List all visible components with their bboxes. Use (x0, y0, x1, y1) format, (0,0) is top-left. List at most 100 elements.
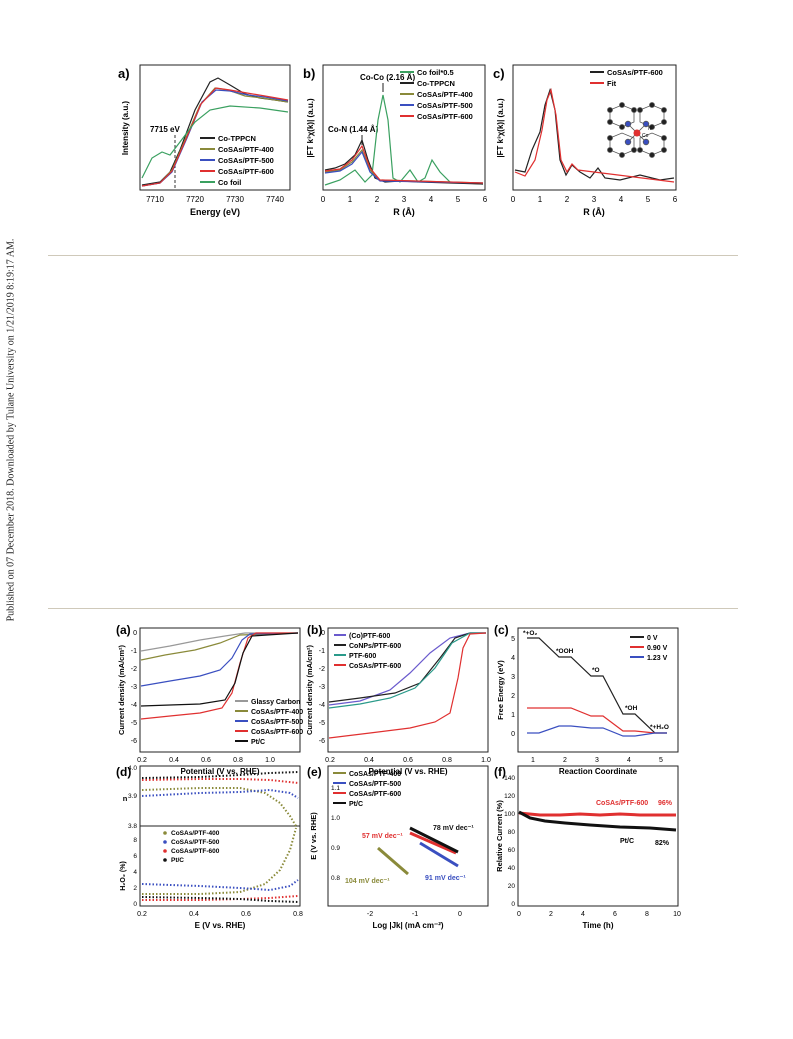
x-tick-label: 0.4 (364, 757, 374, 764)
legend: Glassy Carbon CoSAs/PTF-400 CoSAs/PTF-50… (235, 699, 303, 746)
y-tick-label: 1 (511, 712, 515, 719)
legend-entry: PTF-600 (349, 653, 376, 660)
y-ticks: -6 -5 -4 -3 -2 -1 0 (319, 630, 325, 745)
tafel-line-ptf-500 (419, 841, 459, 868)
curve-ptf-600 (328, 632, 486, 709)
y-tick-label: -6 (131, 738, 137, 745)
legend-entry: CoSAs/PTF-600 (349, 791, 401, 798)
legend-entry: CoSAs/PTF-500 (171, 839, 220, 846)
x-tick-label: 1 (348, 195, 353, 204)
state-label: *OH (625, 705, 638, 712)
legend-entry: 1.23 V (647, 655, 668, 662)
panel-letter: b) (303, 66, 315, 81)
x-tick-label: 2 (549, 911, 553, 918)
legend-entry: CoSAs/PTF-400 (417, 90, 473, 99)
x-tick-label: 1 (531, 757, 535, 764)
x-tick-label: 0.2 (137, 757, 147, 764)
fig2-panel-f: (f) 0 20 40 60 80 100 120 140 0 2 4 6 8 … (494, 765, 681, 930)
y-ticks: 0.8 0.9 1.0 1.1 (331, 785, 340, 882)
x-tick-label: 7740 (266, 195, 284, 204)
y-tick-label: 0 (133, 901, 137, 908)
curve-ptc (140, 632, 299, 707)
legend-entry: Co foil*0.5 (417, 68, 454, 77)
x-tick-label: 0.4 (189, 911, 199, 918)
x-tick-label: 0 (321, 195, 326, 204)
legend-entry: Pt/C (349, 801, 363, 808)
y-tick-label: -2 (319, 666, 325, 673)
series-label-cosas: CoSAs/PTF-600 (596, 800, 648, 807)
x-tick-label: 0.6 (201, 757, 211, 764)
x-tick-label: 4 (619, 195, 624, 204)
y-axis-label: E (V vs. RHE) (309, 812, 318, 860)
state-label: *O (592, 667, 600, 674)
tafel-line-ptf-600 (409, 831, 457, 855)
legend-entry: CoSAs/PTF-600 (218, 167, 274, 176)
x-tick-label: 1.0 (481, 757, 491, 764)
fig1-panel-a: a) 7710 7720 7730 7740 Energy (eV) Inten… (118, 64, 291, 217)
curve-fit (514, 87, 675, 183)
y-ticks-bottom: 0 2 4 6 8 (133, 837, 137, 908)
y-axis-label-bottom: H₂O₂ (%) (120, 861, 127, 891)
h2o2-curve-ptf-500 (141, 879, 299, 892)
legend-entry: CoSAs/PTF-400 (218, 145, 274, 154)
plot-frame (322, 64, 486, 191)
x-tick-label: 0.2 (137, 911, 147, 918)
x-axis-label: Energy (eV) (190, 207, 240, 217)
legend-marker (163, 849, 167, 853)
panel-letter: c) (493, 66, 505, 81)
legend-entry: CoSAs/PTF-600 (417, 112, 473, 121)
curve-ptf-600 (140, 632, 298, 720)
x-ticks: 0 1 2 3 4 5 6 (321, 195, 488, 204)
legend: CoSAs/PTF-400 CoSAs/PTF-500 CoSAs/PTF-60… (163, 830, 220, 864)
x-tick-label: -2 (367, 911, 373, 918)
legend-entry: CoSAs/PTF-600 (171, 848, 220, 855)
x-tick-label: 2 (565, 195, 570, 204)
x-ticks: 0 1 2 3 4 5 6 (511, 195, 678, 204)
y-tick-label: -5 (319, 720, 325, 727)
h2o2-curve-ptc (141, 896, 299, 903)
x-tick-label: 3 (402, 195, 407, 204)
x-tick-label: 4 (429, 195, 434, 204)
legend-entry: CoSAs/PTF-600 (607, 68, 663, 77)
x-tick-label: 0 (458, 911, 462, 918)
y-tick-label: 8 (133, 837, 137, 844)
series-label-ptc: Pt/C (620, 838, 634, 845)
y-ticks: -6 -5 -4 -3 -2 -1 0 (131, 630, 137, 745)
x-tick-label: 1 (538, 195, 543, 204)
x-tick-label: 0.8 (293, 911, 303, 918)
tafel-line-ptc (409, 826, 459, 854)
x-tick-label: 5 (456, 195, 461, 204)
x-tick-label: 0.6 (241, 911, 251, 918)
fig1-panel-c: c) 0 1 2 3 4 5 6 R (Å) |FT k³χ(k)| (a.u.… (493, 64, 678, 217)
legend: CoSAs/PTF-400 CoSAs/PTF-500 CoSAs/PTF-60… (333, 771, 401, 808)
legend-entry: Fit (607, 79, 617, 88)
fig2-panel-e: (e) 0.8 0.9 1.0 1.1 -2 -1 0 Log |Jk| (mA… (307, 765, 489, 930)
legend-entry: (Co)PTF-600 (349, 633, 390, 640)
panel-letter: (b) (307, 623, 322, 637)
y-tick-label: 0 (133, 630, 137, 637)
panel-letter: (e) (307, 765, 322, 779)
plot-frame (139, 64, 291, 191)
x-ticks: 0.2 0.4 0.6 0.8 (137, 911, 303, 918)
x-ticks: 7710 7720 7730 7740 (146, 195, 284, 204)
legend-entry: CoSAs/PTF-400 (171, 830, 220, 837)
state-label: *OOH (556, 648, 574, 655)
y-axis-label-top: n (123, 794, 128, 803)
curve-glassy-carbon (140, 632, 298, 652)
y-ticks: 0 1 2 3 4 5 (511, 636, 515, 738)
x-tick-label: 4 (581, 911, 585, 918)
y-tick-label: 140 (504, 775, 515, 782)
y-axis-label: Free Energy (eV) (496, 660, 505, 720)
y-axis-label: |FT k³χ(k)| (a.u.) (496, 98, 505, 158)
x-tick-label: 10 (673, 911, 681, 918)
legend: 0 V 0.90 V 1.23 V (630, 635, 668, 662)
x-tick-label: 4 (627, 757, 631, 764)
x-tick-label: 7720 (186, 195, 204, 204)
x-axis-label: Log |Jk| (mA cm⁻²) (372, 921, 443, 930)
divider-rule-top (48, 255, 738, 256)
panel-letter: (f) (494, 765, 506, 779)
y-tick-label: 60 (508, 847, 516, 854)
panel-letter: (d) (116, 765, 131, 779)
x-tick-label: 0.8 (233, 757, 243, 764)
curve-co-foil (141, 105, 289, 179)
